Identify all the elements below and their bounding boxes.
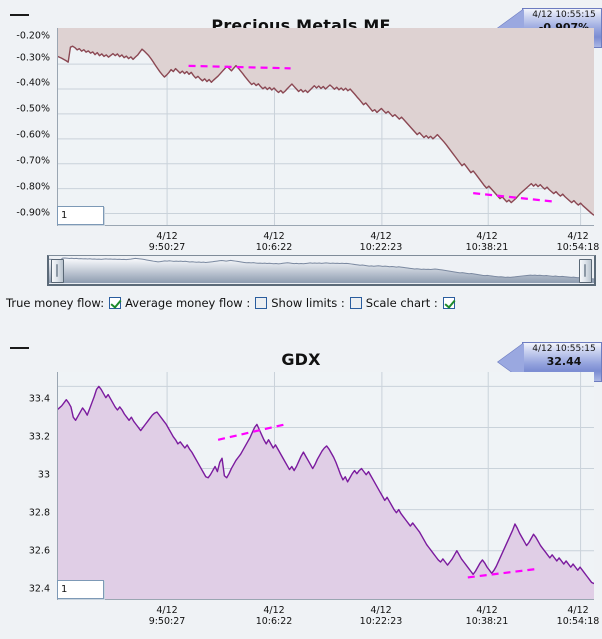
x-tick-label: 4/12 10:22:23 [359,231,403,254]
y-tick-label: -0.90% [16,207,50,219]
x-tick-date: 4/12 [476,231,498,242]
x-tick-label: 4/12 9:50:27 [148,605,186,628]
collapse-dash-icon-top-left[interactable] [10,14,29,16]
true-money-flow-checkbox[interactable] [109,297,122,309]
plot-area-gdx[interactable] [57,372,594,600]
chart-title-gdx: GDX [281,350,321,369]
y-tick-label: -0.40% [16,77,50,89]
range-overview-chart [49,256,594,283]
x-tick-label: 4/12 10:54:18 [556,231,600,254]
scale-value-input-top[interactable] [57,206,104,225]
x-tick-date: 4/12 [567,231,589,242]
badge-timestamp: 4/12 10:55:15 [532,10,596,20]
scale-chart-label: Scale chart : [365,296,438,310]
badge-value: 32.44 [546,355,582,369]
x-tick-time: 10:38:21 [465,615,509,627]
plot-svg-precious-metals-mf [57,28,594,226]
badge-text: 4/12 10:55:15 32.44 [528,344,600,369]
y-tick-label: 32.4 [28,583,50,595]
y-tick-label: 32.8 [28,507,50,519]
x-tick-label: 4/12 10:22:23 [359,605,403,628]
x-tick-time: 10:22:23 [359,241,403,253]
x-tick-time: 10:54:18 [556,615,600,627]
x-tick-time: 10:38:21 [465,241,509,253]
x-tick-time: 10:6:22 [255,241,293,253]
average-money-flow-label: Average money flow : [125,296,251,310]
y-tick-label: -0.20% [16,30,50,42]
y-tick-label: 33.4 [28,393,50,405]
x-tick-label: 4/12 10:6:22 [255,605,293,628]
y-tick-label: -0.70% [16,155,50,167]
y-tick-label: 33.2 [28,431,50,443]
plot-area-precious-metals-mf[interactable] [57,28,594,226]
x-tick-date: 4/12 [476,605,498,616]
x-tick-date: 4/12 [370,605,392,616]
x-tick-time: 10:54:18 [556,241,600,253]
y-tick-label: -0.30% [16,52,50,64]
x-tick-label: 4/12 10:38:21 [465,231,509,254]
y-tick-label: -0.60% [16,129,50,141]
x-tick-time: 9:50:27 [148,615,186,627]
x-tick-label: 4/12 10:54:18 [556,605,600,628]
x-tick-label: 4/12 9:50:27 [148,231,186,254]
chart-panel-precious-metals-mf: Precious Metals MF 4/12 10:55:15 -0.907%… [0,0,602,318]
chart-panel-gdx: GDX 4/12 10:55:15 32.44 33.4 33.2 33 32.… [0,318,602,639]
x-tick-date: 4/12 [263,231,285,242]
x-tick-date: 4/12 [263,605,285,616]
collapse-dash-icon-bottom-left[interactable] [10,347,29,349]
y-tick-label: -0.50% [16,103,50,115]
scale-value-input-bottom[interactable] [57,580,104,599]
x-tick-time: 9:50:27 [148,241,186,253]
y-tick-label: -0.80% [16,181,50,193]
y-tick-label: 33 [37,469,50,481]
x-tick-date: 4/12 [567,605,589,616]
range-end-handle[interactable] [579,259,592,283]
range-start-handle[interactable] [51,259,64,283]
x-tick-label: 4/12 10:38:21 [465,605,509,628]
average-money-flow-checkbox[interactable] [255,297,268,309]
plot-svg-gdx [57,372,594,600]
x-tick-date: 4/12 [156,605,178,616]
x-tick-date: 4/12 [370,231,392,242]
show-limits-label: Show limits : [271,296,345,310]
x-tick-date: 4/12 [156,231,178,242]
chart-options-row: True money flow: Average money flow : Sh… [6,296,455,310]
y-tick-label: 32.6 [28,545,50,557]
x-tick-time: 10:22:23 [359,615,403,627]
range-selector-scrollbar[interactable] [47,255,596,286]
x-tick-label: 4/12 10:6:22 [255,231,293,254]
show-limits-checkbox[interactable] [349,297,362,309]
x-tick-time: 10:6:22 [255,615,293,627]
scale-chart-checkbox[interactable] [442,297,455,309]
true-money-flow-label: True money flow: [6,296,105,310]
badge-timestamp: 4/12 10:55:15 [532,344,596,354]
